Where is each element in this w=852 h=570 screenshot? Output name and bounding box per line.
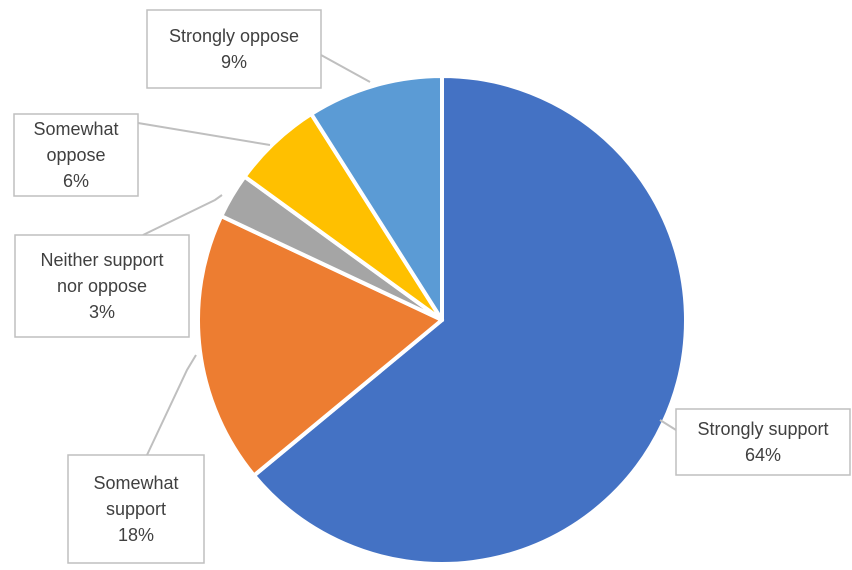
leader-line-1 (146, 354, 197, 456)
data-label-percent: 64% (745, 445, 781, 465)
leader-line-2 (142, 194, 223, 236)
data-label-percent: 18% (118, 525, 154, 545)
pie-slice-0 (251, 74, 688, 566)
callout-box-0 (675, 408, 851, 476)
callout-box-1 (67, 454, 205, 564)
data-label-category: Strongly support (697, 419, 828, 439)
data-label-percent: 9% (221, 52, 247, 72)
data-label-percent: 3% (89, 302, 115, 322)
pie-slices (196, 74, 688, 566)
data-label-category: Somewhat (93, 473, 178, 493)
data-label-3: Somewhat oppose 6% (33, 119, 118, 191)
pie-slice-1 (196, 214, 444, 478)
data-label-2: Neither support nor oppose 3% (40, 250, 163, 322)
pie-slice-4 (309, 74, 444, 322)
data-label-0: Strongly support 64% (697, 419, 828, 465)
data-label-category: Neither support (40, 250, 163, 270)
callout-box-4 (146, 9, 322, 89)
data-label-category: Strongly oppose (169, 26, 299, 46)
data-label-4: Strongly oppose 9% (169, 26, 299, 72)
data-label-category: oppose (46, 145, 105, 165)
data-label-percent: 6% (63, 171, 89, 191)
leader-line-0 (659, 419, 677, 431)
data-labels: Strongly support 64% Somewhat support 18% Nei… (13, 9, 851, 564)
data-label-category: Somewhat (33, 119, 118, 139)
leader-lines (137, 54, 677, 456)
data-label-category: nor oppose (57, 276, 147, 296)
callout-box-2 (14, 234, 190, 338)
data-label-1: Somewhat support 18% (93, 473, 178, 545)
data-label-category: support (106, 499, 166, 519)
leader-line-4 (320, 54, 371, 83)
callout-box-3 (13, 113, 139, 197)
leader-line-3 (137, 122, 271, 146)
